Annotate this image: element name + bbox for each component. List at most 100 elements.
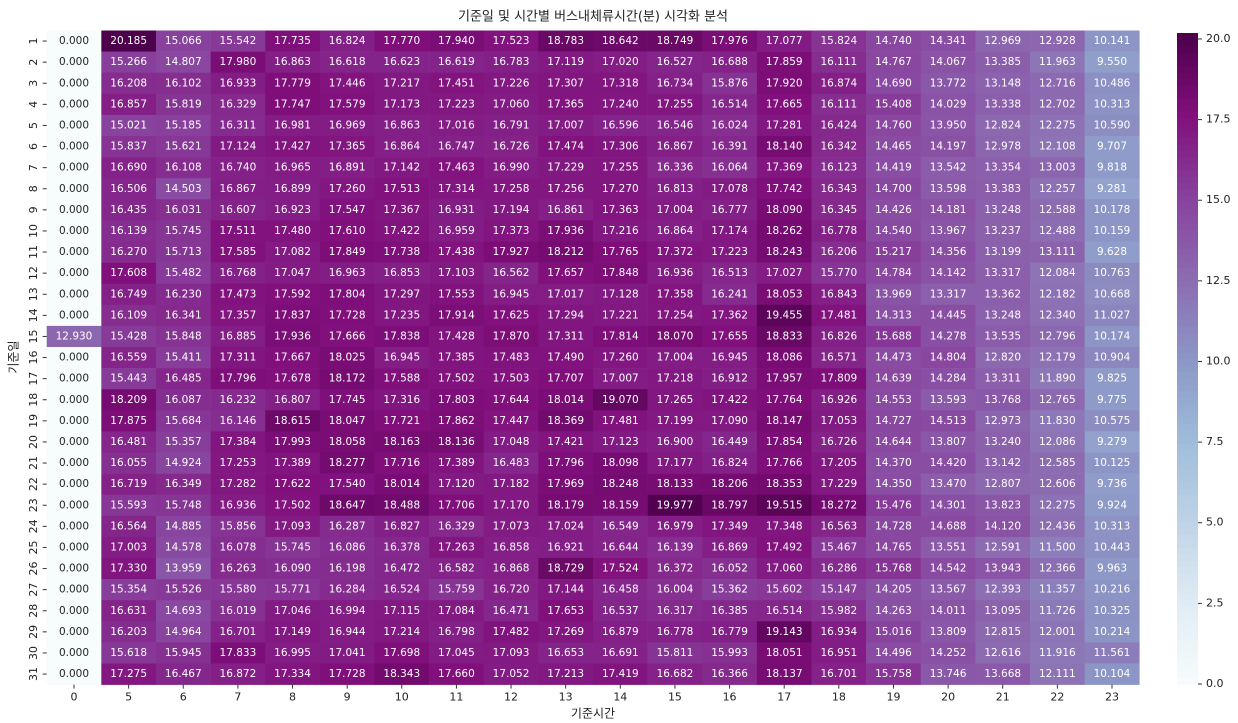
- cell-label: 17.698: [383, 647, 420, 659]
- cell-label: 16.778: [657, 626, 694, 638]
- heatmap-cell: [1084, 136, 1140, 158]
- cell-label: 14.181: [930, 204, 967, 216]
- heatmap-cell: [920, 431, 976, 453]
- cell-label: 18.647: [329, 499, 366, 511]
- heatmap-cell: [866, 157, 922, 179]
- cell-label: 16.963: [329, 267, 366, 279]
- cell-label: 12.973: [984, 415, 1021, 427]
- cell-label: 14.011: [930, 605, 967, 617]
- cell-label: 17.260: [329, 183, 366, 195]
- heatmap-cell: [975, 536, 1031, 559]
- heatmap-cell: [756, 452, 812, 474]
- cell-label: 13.354: [984, 162, 1021, 174]
- heatmap-cell: [1030, 642, 1085, 664]
- cell-label: 16.004: [657, 584, 694, 596]
- cell-label: 14.473: [875, 352, 912, 364]
- heatmap-cell: [319, 178, 375, 200]
- heatmap-cell: [1084, 347, 1140, 369]
- heatmap-cell: [155, 93, 211, 116]
- heatmap-cell: [920, 473, 976, 495]
- heatmap-cell: [429, 452, 485, 474]
- heatmap-cell: [374, 30, 430, 52]
- heatmap-cell: [811, 621, 867, 643]
- colorbar-segment: [1177, 547, 1198, 555]
- heatmap-cell: [46, 241, 102, 263]
- cell-label: 9.279: [1097, 436, 1127, 448]
- cell-label: 16.933: [220, 77, 257, 89]
- heatmap-cell: [1030, 325, 1085, 348]
- cell-label: 17.764: [766, 394, 803, 406]
- cell-label: 13.593: [930, 394, 967, 406]
- heatmap-cell: [101, 325, 157, 348]
- heatmap-cell: [319, 262, 375, 284]
- heatmap-cell: [101, 494, 157, 517]
- colorbar-segment: [1177, 189, 1198, 197]
- cell-label: 10.216: [1094, 584, 1131, 596]
- cell-label: 18.749: [657, 35, 694, 47]
- cell-label: 16.994: [329, 605, 366, 617]
- heatmap-cell: [1084, 452, 1140, 474]
- cell-label: 15.745: [165, 225, 202, 237]
- heatmap-cell: [647, 30, 703, 52]
- heatmap-cell: [866, 515, 922, 538]
- heatmap-cell: [866, 72, 922, 95]
- heatmap-cell: [210, 178, 266, 200]
- cell-label: 12.978: [984, 141, 1021, 153]
- cell-label: 17.796: [220, 373, 257, 385]
- heatmap-cell: [538, 304, 594, 327]
- cell-label: 17.365: [547, 98, 584, 110]
- heatmap-cell: [702, 431, 758, 453]
- cell-label: 13.095: [984, 605, 1021, 617]
- cell-label: 17.024: [547, 520, 584, 532]
- cell-label: 17.862: [438, 415, 475, 427]
- heatmap-cell: [1084, 178, 1140, 200]
- heatmap-cell: [866, 93, 922, 116]
- colorbar-segment: [1177, 631, 1198, 639]
- cell-label: 13.598: [930, 183, 967, 195]
- heatmap-cell: [46, 558, 102, 580]
- cell-label: 18.025: [329, 352, 366, 364]
- heatmap-cell: [538, 93, 594, 116]
- cell-label: 17.170: [493, 499, 530, 511]
- cell-label: 16.329: [438, 520, 475, 532]
- heatmap-cell: [1084, 642, 1140, 664]
- heatmap-cell: [1084, 220, 1140, 242]
- heatmap-cell: [1084, 304, 1140, 327]
- cell-label: 13.338: [984, 98, 1021, 110]
- heatmap-cell: [702, 558, 758, 580]
- heatmap-cell: [593, 157, 648, 179]
- heatmap-cell: [210, 558, 266, 580]
- cell-label: 18.014: [383, 478, 420, 490]
- cell-label: 17.226: [493, 77, 530, 89]
- cell-label: 16.514: [766, 605, 803, 617]
- cell-label: 17.579: [329, 98, 366, 110]
- heatmap-cell: [101, 262, 157, 284]
- cell-label: 13.237: [984, 225, 1021, 237]
- cell-label: 16.945: [493, 288, 530, 300]
- cell-label: 16.311: [220, 119, 257, 131]
- heatmap-cell: [647, 114, 703, 137]
- cell-label: 17.254: [657, 309, 694, 321]
- cell-label: 12.820: [984, 352, 1021, 364]
- heatmap-cell: [429, 262, 485, 284]
- cell-label: 17.848: [602, 267, 639, 279]
- heatmap-cell: [155, 262, 211, 284]
- cell-label: 17.940: [438, 35, 475, 47]
- cell-label: 17.082: [274, 246, 311, 258]
- cell-label: 19.515: [766, 499, 803, 511]
- cell-label: 11.500: [1039, 541, 1076, 553]
- heatmap-cell: [975, 72, 1031, 95]
- cell-label: 15.602: [766, 584, 803, 596]
- heatmap-cell: [265, 515, 321, 538]
- heatmap-cell: [756, 579, 812, 601]
- cell-label: 14.728: [875, 520, 912, 532]
- colorbar-segment: [1177, 462, 1198, 470]
- cell-label: 17.229: [547, 162, 584, 174]
- heatmap-cell: [538, 72, 594, 95]
- heatmap-cell: [101, 663, 157, 685]
- cell-label: 12.606: [1039, 478, 1076, 490]
- cell-label: 17.666: [329, 330, 366, 342]
- heatmap-cell: [101, 452, 157, 474]
- cell-label: 17.875: [110, 415, 147, 427]
- cell-label: 17.142: [383, 162, 420, 174]
